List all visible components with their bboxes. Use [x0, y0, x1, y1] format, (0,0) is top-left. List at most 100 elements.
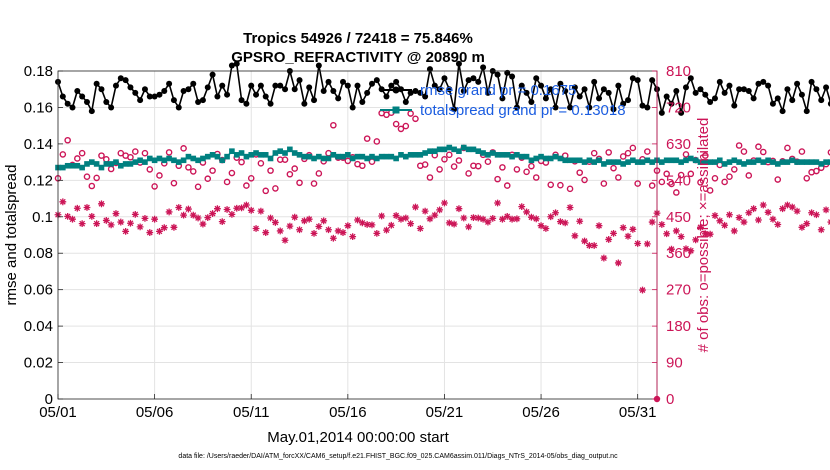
obs-possible-point	[566, 185, 574, 193]
obs-possible-point	[151, 183, 158, 190]
totalspread-point	[127, 161, 134, 167]
obs-possible-point	[494, 175, 501, 183]
obs-possible-point	[774, 176, 782, 183]
rmse-point	[596, 95, 603, 102]
rmse-point	[88, 108, 95, 115]
totalspread-point	[663, 157, 670, 164]
rmse-point	[330, 88, 337, 95]
rmse-point	[364, 89, 371, 96]
obs-assimilated-point	[252, 225, 260, 232]
legend: rmse grand pr = 0.1675 totalspread grand…	[380, 82, 626, 119]
obs-assimilated-point	[156, 227, 163, 235]
obs-possible-point	[243, 182, 250, 189]
rmse-point	[238, 97, 245, 104]
totalspread-point	[113, 159, 119, 165]
obs-possible-point	[547, 181, 555, 189]
obs-assimilated-point	[102, 217, 110, 224]
obs-possible-point	[740, 148, 748, 155]
obs-assimilated-point	[610, 229, 617, 237]
obs-possible-point	[697, 179, 704, 186]
obs-possible-point	[368, 158, 376, 166]
rmse-point	[533, 75, 540, 82]
obs-assimilated-point	[329, 234, 337, 242]
obs-possible-point	[291, 165, 299, 172]
obs-possible-point	[93, 174, 100, 182]
rmse-point	[620, 100, 627, 107]
rmse-point	[180, 88, 187, 95]
x-tick-label: 05/11	[233, 404, 269, 421]
obs-assimilated-point	[271, 219, 279, 226]
obs-assimilated-point	[117, 218, 125, 226]
obs-assimilated-point	[407, 220, 415, 228]
obs-assimilated-point	[813, 211, 820, 219]
rmse-point	[542, 95, 549, 102]
obs-assimilated-point	[769, 215, 777, 223]
rmse-point	[702, 91, 709, 98]
obs-possible-point	[813, 167, 820, 175]
obs-assimilated-point	[658, 221, 666, 228]
obs-assimilated-point	[759, 201, 767, 209]
obs-possible-point	[726, 173, 733, 180]
obs-assimilated-point	[634, 240, 642, 247]
obs-possible-point	[107, 165, 115, 173]
y-tick-label: 0.12	[24, 172, 53, 189]
obs-possible-point	[803, 175, 811, 182]
obs-assimilated-point	[402, 214, 410, 222]
obs-assimilated-point	[668, 245, 675, 253]
totalspread-point	[200, 155, 206, 162]
rmse-point	[156, 91, 163, 98]
rmse-point	[388, 82, 395, 89]
obs-possible-point	[180, 145, 187, 152]
obs-assimilated-point	[209, 210, 216, 217]
totalspread-point	[248, 152, 255, 158]
y-tick-label: 0.18	[24, 63, 53, 80]
rmse-point	[354, 82, 361, 89]
x-axis: 05/01 05/06 05/11 05/16 05/21 05/26 05/31	[39, 394, 656, 421]
totalspread-point	[422, 150, 428, 156]
obs-assimilated-point	[421, 207, 429, 215]
rmse-point	[707, 98, 714, 105]
rmse-point	[774, 95, 781, 102]
rmse-point	[431, 82, 438, 89]
totalspread-point	[320, 155, 327, 162]
rmse-point	[141, 86, 148, 93]
obs-possible-point	[238, 158, 245, 166]
obs-assimilated-point	[745, 209, 753, 217]
obs-assimilated-point	[214, 205, 221, 213]
totalspread-point	[431, 148, 438, 154]
legend-rmse-label: rmse grand pr = 0.1675	[420, 82, 576, 99]
obs-possible-point	[127, 153, 134, 161]
totalspread-point	[779, 159, 786, 165]
obs-possible-point	[59, 151, 67, 158]
obs-assimilated-point	[576, 217, 584, 225]
totalspread-point	[543, 155, 549, 162]
totalspread-point	[296, 152, 303, 158]
totalspread-point	[156, 155, 163, 162]
rmse-point	[562, 88, 569, 95]
obs-assimilated-point	[721, 221, 729, 229]
obs-possible-point	[98, 152, 105, 159]
obs-assimilated-point	[585, 242, 593, 249]
obs-possible-point	[426, 174, 434, 181]
rmse-point	[484, 89, 491, 96]
totalspread-point	[137, 157, 143, 164]
rmse-point	[451, 106, 458, 113]
obs-possible-point	[209, 167, 216, 174]
obs-assimilated-point	[291, 213, 299, 221]
obs-possible-point	[706, 187, 714, 194]
totalspread-point	[93, 161, 100, 167]
rmse-point	[195, 98, 202, 105]
rmse-point	[204, 84, 211, 91]
totalspread-point	[374, 155, 380, 162]
rmse-point	[513, 104, 520, 111]
rmse-point	[600, 86, 607, 93]
obs-assimilated-point	[397, 215, 405, 223]
obs-assimilated-point	[242, 201, 250, 209]
totalspread-point	[214, 153, 221, 160]
totalspread-point	[393, 155, 399, 162]
rmse-point	[446, 86, 453, 93]
obs-assimilated-point	[267, 214, 274, 222]
rmse-point	[523, 89, 530, 96]
rmse-point	[407, 89, 414, 96]
obs-possible-point	[610, 164, 617, 172]
